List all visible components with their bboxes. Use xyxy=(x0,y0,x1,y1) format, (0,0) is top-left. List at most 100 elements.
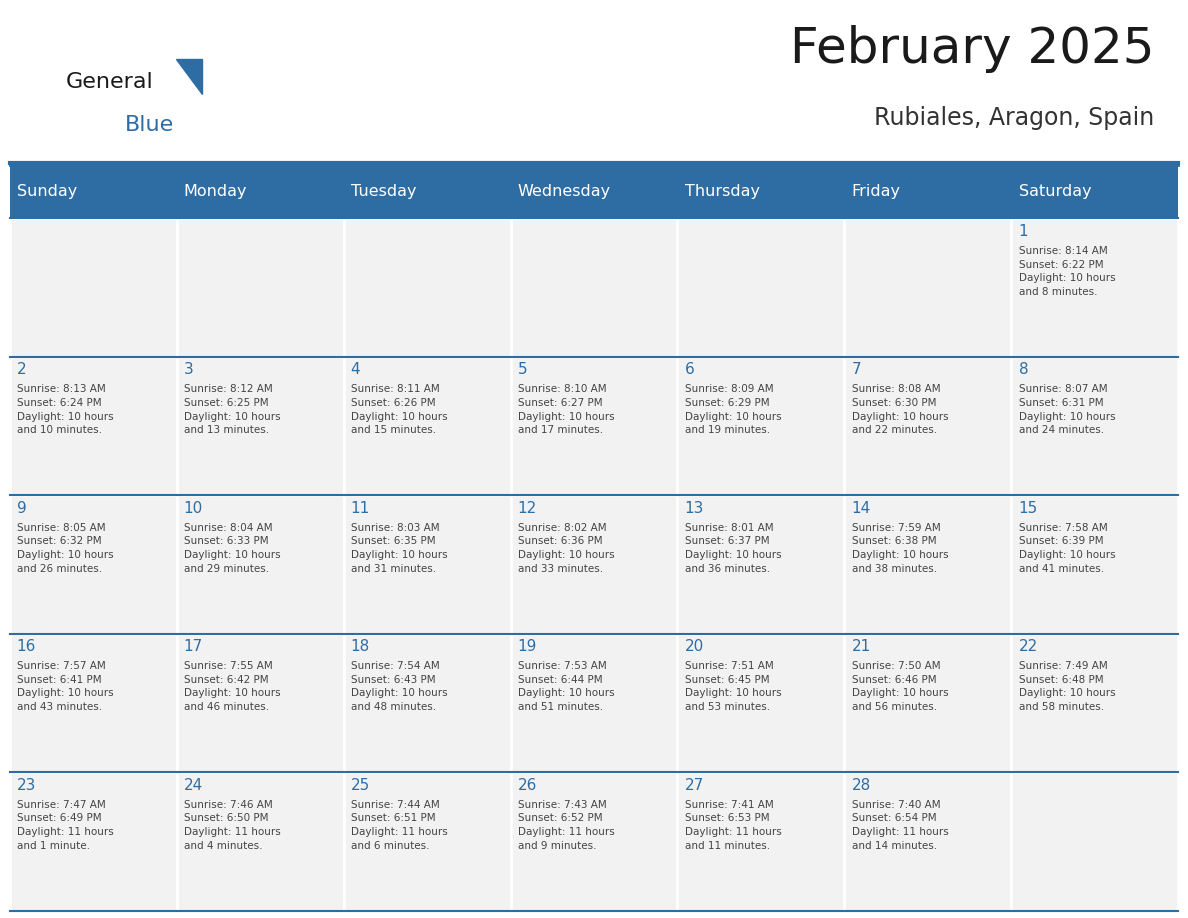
Text: and 38 minutes.: and 38 minutes. xyxy=(852,564,937,574)
Text: Sunrise: 8:14 AM: Sunrise: 8:14 AM xyxy=(1018,246,1107,256)
Text: Sunset: 6:38 PM: Sunset: 6:38 PM xyxy=(852,536,936,546)
Text: Daylight: 10 hours: Daylight: 10 hours xyxy=(684,411,782,421)
Text: 9: 9 xyxy=(17,501,26,516)
FancyBboxPatch shape xyxy=(845,633,1011,772)
Text: Sunrise: 7:43 AM: Sunrise: 7:43 AM xyxy=(518,800,606,810)
Text: and 17 minutes.: and 17 minutes. xyxy=(518,425,602,435)
FancyBboxPatch shape xyxy=(1011,772,1178,911)
Text: Daylight: 10 hours: Daylight: 10 hours xyxy=(1018,550,1116,560)
FancyBboxPatch shape xyxy=(10,357,177,496)
Text: Sunrise: 7:46 AM: Sunrise: 7:46 AM xyxy=(184,800,272,810)
Text: Sunrise: 7:58 AM: Sunrise: 7:58 AM xyxy=(1018,523,1107,532)
Text: and 22 minutes.: and 22 minutes. xyxy=(852,425,937,435)
Text: Daylight: 10 hours: Daylight: 10 hours xyxy=(17,688,113,699)
Text: Sunset: 6:51 PM: Sunset: 6:51 PM xyxy=(350,813,435,823)
FancyBboxPatch shape xyxy=(677,496,845,633)
Text: Sunrise: 7:59 AM: Sunrise: 7:59 AM xyxy=(852,523,941,532)
FancyBboxPatch shape xyxy=(177,496,343,633)
Text: 7: 7 xyxy=(852,363,861,377)
Text: Sunrise: 7:57 AM: Sunrise: 7:57 AM xyxy=(17,661,106,671)
Text: 6: 6 xyxy=(684,363,694,377)
Text: Daylight: 10 hours: Daylight: 10 hours xyxy=(350,411,447,421)
Text: Daylight: 10 hours: Daylight: 10 hours xyxy=(184,411,280,421)
Text: 3: 3 xyxy=(184,363,194,377)
Text: Sunrise: 7:47 AM: Sunrise: 7:47 AM xyxy=(17,800,106,810)
Text: Daylight: 10 hours: Daylight: 10 hours xyxy=(518,550,614,560)
FancyBboxPatch shape xyxy=(343,357,511,496)
FancyBboxPatch shape xyxy=(10,633,177,772)
Text: Sunrise: 8:03 AM: Sunrise: 8:03 AM xyxy=(350,523,440,532)
Text: Sunrise: 7:50 AM: Sunrise: 7:50 AM xyxy=(852,661,940,671)
Text: Sunrise: 8:10 AM: Sunrise: 8:10 AM xyxy=(518,385,606,395)
FancyBboxPatch shape xyxy=(511,772,677,911)
Text: Sunset: 6:42 PM: Sunset: 6:42 PM xyxy=(184,675,268,685)
Text: Monday: Monday xyxy=(184,185,247,199)
FancyBboxPatch shape xyxy=(1011,357,1178,496)
Text: Sunrise: 8:08 AM: Sunrise: 8:08 AM xyxy=(852,385,940,395)
Text: 23: 23 xyxy=(17,778,36,793)
Text: Sunset: 6:26 PM: Sunset: 6:26 PM xyxy=(350,398,435,408)
Text: and 43 minutes.: and 43 minutes. xyxy=(17,702,102,712)
Text: Rubiales, Aragon, Spain: Rubiales, Aragon, Spain xyxy=(874,106,1155,130)
Text: Sunrise: 8:02 AM: Sunrise: 8:02 AM xyxy=(518,523,606,532)
FancyBboxPatch shape xyxy=(10,165,1178,218)
Text: Sunset: 6:32 PM: Sunset: 6:32 PM xyxy=(17,536,101,546)
Text: Friday: Friday xyxy=(852,185,901,199)
Text: and 53 minutes.: and 53 minutes. xyxy=(684,702,770,712)
FancyBboxPatch shape xyxy=(343,772,511,911)
Text: Saturday: Saturday xyxy=(1018,185,1092,199)
Text: and 9 minutes.: and 9 minutes. xyxy=(518,841,596,850)
Text: Sunset: 6:30 PM: Sunset: 6:30 PM xyxy=(852,398,936,408)
Text: 15: 15 xyxy=(1018,501,1038,516)
Text: and 4 minutes.: and 4 minutes. xyxy=(184,841,263,850)
Text: Sunset: 6:35 PM: Sunset: 6:35 PM xyxy=(350,536,435,546)
FancyBboxPatch shape xyxy=(343,496,511,633)
Text: 10: 10 xyxy=(184,501,203,516)
Text: Sunset: 6:22 PM: Sunset: 6:22 PM xyxy=(1018,260,1104,270)
Text: and 14 minutes.: and 14 minutes. xyxy=(852,841,937,850)
FancyBboxPatch shape xyxy=(10,218,177,357)
Text: and 29 minutes.: and 29 minutes. xyxy=(184,564,268,574)
FancyBboxPatch shape xyxy=(10,772,177,911)
FancyBboxPatch shape xyxy=(677,772,845,911)
FancyBboxPatch shape xyxy=(1011,496,1178,633)
Text: 2: 2 xyxy=(17,363,26,377)
FancyBboxPatch shape xyxy=(1011,633,1178,772)
Text: February 2025: February 2025 xyxy=(790,26,1155,73)
Text: Sunset: 6:29 PM: Sunset: 6:29 PM xyxy=(684,398,770,408)
Text: and 19 minutes.: and 19 minutes. xyxy=(684,425,770,435)
Text: and 26 minutes.: and 26 minutes. xyxy=(17,564,102,574)
FancyBboxPatch shape xyxy=(511,357,677,496)
Text: Sunrise: 7:41 AM: Sunrise: 7:41 AM xyxy=(684,800,773,810)
Text: 11: 11 xyxy=(350,501,369,516)
Text: Thursday: Thursday xyxy=(684,185,759,199)
FancyBboxPatch shape xyxy=(177,357,343,496)
Text: 25: 25 xyxy=(350,778,369,793)
FancyBboxPatch shape xyxy=(10,496,177,633)
Text: Sunset: 6:37 PM: Sunset: 6:37 PM xyxy=(684,536,770,546)
Text: and 46 minutes.: and 46 minutes. xyxy=(184,702,268,712)
FancyBboxPatch shape xyxy=(677,218,845,357)
Text: Daylight: 10 hours: Daylight: 10 hours xyxy=(1018,688,1116,699)
Text: Sunrise: 8:01 AM: Sunrise: 8:01 AM xyxy=(684,523,773,532)
Text: Sunrise: 8:12 AM: Sunrise: 8:12 AM xyxy=(184,385,272,395)
Text: Daylight: 10 hours: Daylight: 10 hours xyxy=(684,550,782,560)
Text: and 1 minute.: and 1 minute. xyxy=(17,841,89,850)
Text: 1: 1 xyxy=(1018,224,1029,239)
Text: and 13 minutes.: and 13 minutes. xyxy=(184,425,268,435)
Text: Sunset: 6:52 PM: Sunset: 6:52 PM xyxy=(518,813,602,823)
FancyBboxPatch shape xyxy=(1011,218,1178,357)
Text: General: General xyxy=(65,72,153,92)
Text: Sunset: 6:46 PM: Sunset: 6:46 PM xyxy=(852,675,936,685)
Text: 13: 13 xyxy=(684,501,704,516)
Text: Sunset: 6:27 PM: Sunset: 6:27 PM xyxy=(518,398,602,408)
Text: Daylight: 10 hours: Daylight: 10 hours xyxy=(1018,274,1116,283)
Text: Daylight: 11 hours: Daylight: 11 hours xyxy=(350,827,448,837)
Text: and 36 minutes.: and 36 minutes. xyxy=(684,564,770,574)
Text: and 56 minutes.: and 56 minutes. xyxy=(852,702,937,712)
Text: Tuesday: Tuesday xyxy=(350,185,416,199)
Text: 28: 28 xyxy=(852,778,871,793)
Text: Sunset: 6:41 PM: Sunset: 6:41 PM xyxy=(17,675,101,685)
Text: Wednesday: Wednesday xyxy=(518,185,611,199)
Text: Sunday: Sunday xyxy=(17,185,77,199)
